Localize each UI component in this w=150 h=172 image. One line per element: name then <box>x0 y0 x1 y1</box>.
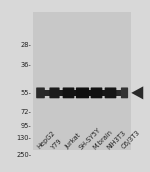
FancyBboxPatch shape <box>91 87 102 98</box>
Bar <box>69 90 82 96</box>
FancyBboxPatch shape <box>76 87 89 98</box>
Text: 250-: 250- <box>16 152 32 158</box>
Text: 72-: 72- <box>21 109 32 115</box>
Bar <box>33 12 130 150</box>
Text: 130-: 130- <box>17 135 31 141</box>
FancyBboxPatch shape <box>121 87 128 98</box>
Bar <box>40 90 54 96</box>
Text: Jurkat: Jurkat <box>64 133 82 150</box>
Polygon shape <box>131 86 143 99</box>
Bar <box>82 90 96 96</box>
Text: SH-SY5Y: SH-SY5Y <box>78 126 102 150</box>
Text: M.brain: M.brain <box>92 129 114 150</box>
FancyBboxPatch shape <box>36 87 45 98</box>
Text: Y79: Y79 <box>50 137 63 150</box>
FancyBboxPatch shape <box>63 87 74 98</box>
Bar <box>111 90 124 96</box>
FancyBboxPatch shape <box>105 87 116 98</box>
Bar <box>54 90 69 96</box>
Text: 95-: 95- <box>21 123 32 128</box>
FancyBboxPatch shape <box>49 87 60 98</box>
Text: HepG2: HepG2 <box>36 130 57 150</box>
Text: 55-: 55- <box>21 90 32 96</box>
Text: C6/3T3: C6/3T3 <box>120 130 141 150</box>
Text: 36-: 36- <box>21 62 32 68</box>
Bar <box>96 90 111 96</box>
Text: NIH3T3: NIH3T3 <box>106 129 127 150</box>
Text: 28-: 28- <box>21 42 32 48</box>
